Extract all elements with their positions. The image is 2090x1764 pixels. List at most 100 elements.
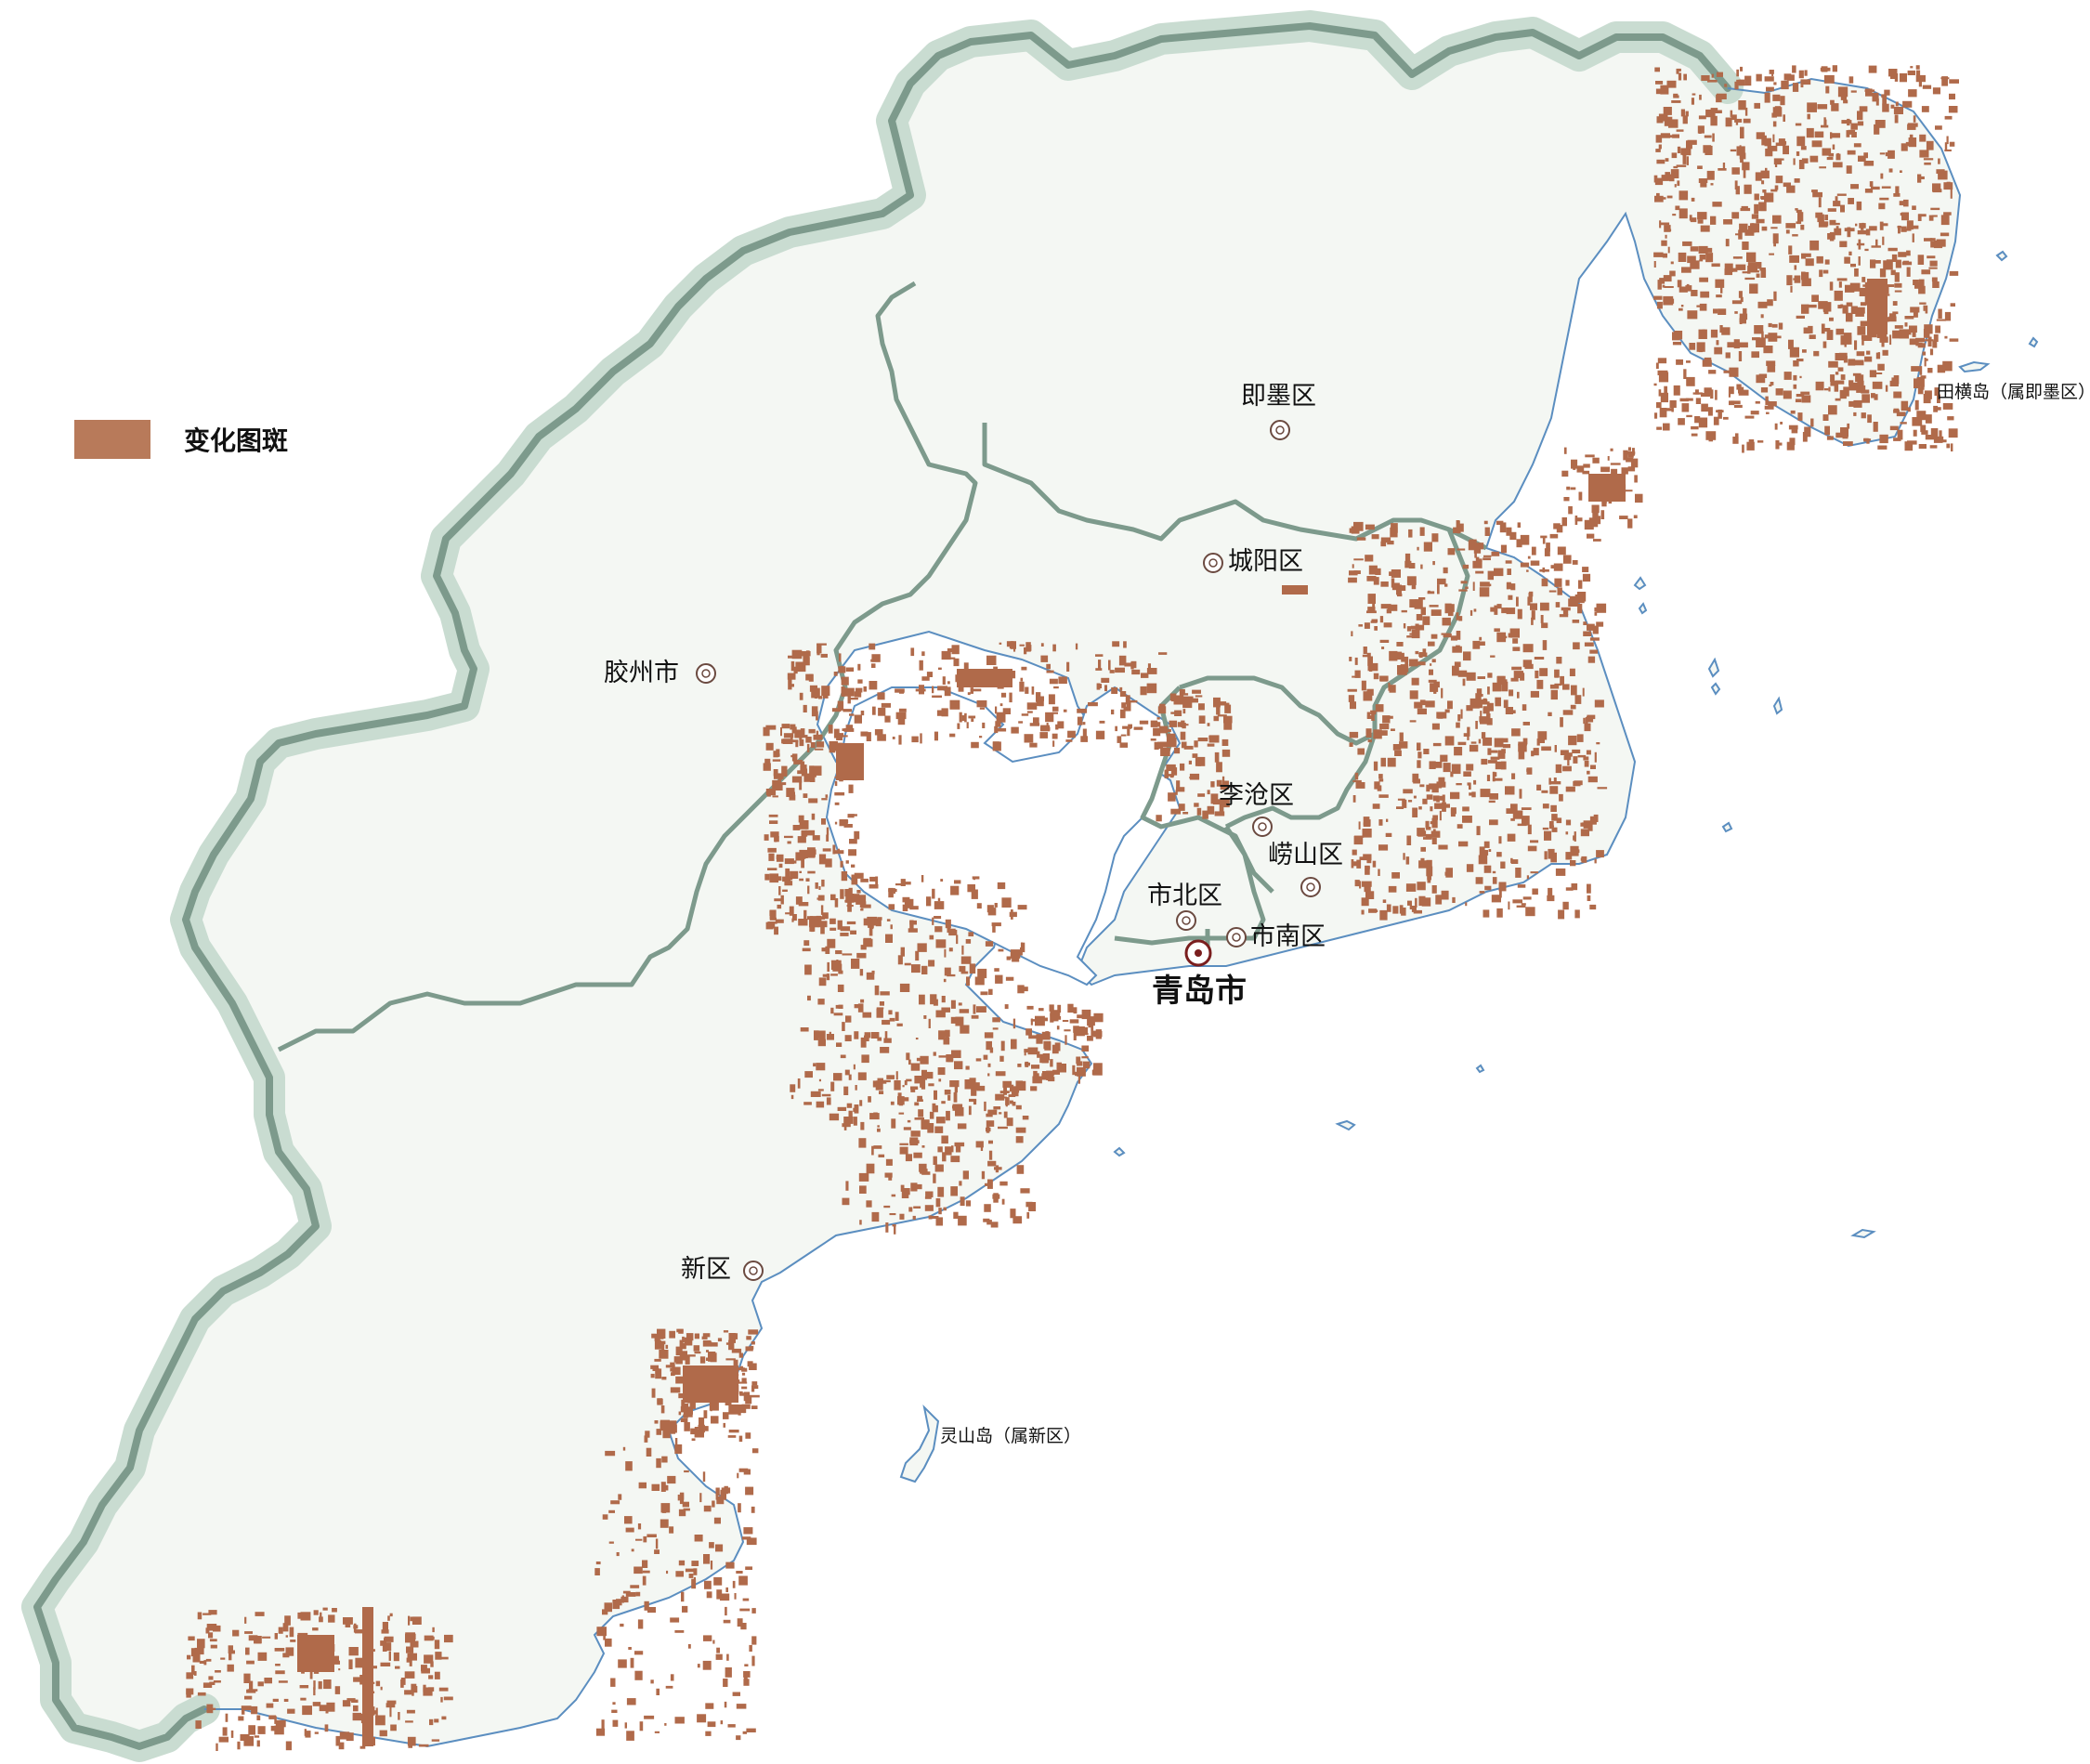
change-patch <box>853 814 857 817</box>
change-patch <box>424 1635 434 1641</box>
change-patch <box>1848 198 1854 204</box>
change-patch <box>838 653 842 662</box>
change-patch <box>1035 1015 1045 1026</box>
change-patch <box>1409 720 1417 723</box>
change-patch <box>385 1703 396 1708</box>
change-patch <box>1681 267 1692 273</box>
change-patch <box>745 1486 754 1496</box>
change-patch <box>1744 75 1752 86</box>
change-patch <box>728 1404 738 1415</box>
change-patch <box>1067 1003 1074 1013</box>
change-patch <box>1936 169 1945 174</box>
change-patch <box>642 1560 648 1568</box>
change-patch <box>1056 1067 1062 1070</box>
change-patch <box>1374 781 1380 790</box>
change-patch <box>1822 328 1831 332</box>
change-patch <box>749 1644 752 1652</box>
change-patch <box>1895 101 1899 107</box>
change-patch <box>1082 722 1086 725</box>
change-patch <box>1406 835 1412 845</box>
change-patch <box>664 1484 669 1491</box>
change-patch <box>1551 814 1558 821</box>
change-patch <box>1574 780 1583 786</box>
change-patch <box>1450 771 1454 777</box>
change-patch <box>380 1662 391 1666</box>
change-patch <box>1694 416 1701 424</box>
change-patch <box>882 1081 887 1084</box>
change-patch <box>1596 742 1600 745</box>
change-patch <box>1786 275 1793 286</box>
change-patch <box>1831 103 1839 111</box>
change-patch <box>1417 751 1422 759</box>
change-patch <box>1077 708 1088 713</box>
change-patch <box>1026 645 1032 651</box>
change-patch <box>186 1688 194 1695</box>
change-patch <box>1836 278 1848 281</box>
change-patch <box>897 955 903 965</box>
change-patch <box>873 1112 878 1117</box>
change-patch <box>903 1127 911 1130</box>
change-patch <box>723 1412 729 1419</box>
change-patch <box>713 1517 721 1524</box>
change-patch <box>1541 578 1548 587</box>
change-patch <box>1095 730 1105 739</box>
change-patch <box>1923 394 1931 404</box>
change-patch <box>1744 184 1752 194</box>
change-patch <box>829 740 838 749</box>
change-patch <box>669 1421 673 1430</box>
change-patch <box>675 1571 684 1577</box>
change-patch <box>1682 241 1692 246</box>
change-patch <box>1767 364 1776 372</box>
change-patch <box>625 1527 634 1533</box>
change-patch <box>1716 294 1722 298</box>
change-patch <box>1081 1056 1089 1059</box>
change-patch <box>1055 724 1059 730</box>
change-patch <box>1532 888 1538 895</box>
change-patch <box>1038 696 1044 701</box>
change-patch <box>1511 773 1516 779</box>
change-patch <box>1729 367 1739 377</box>
change-patch <box>963 662 969 672</box>
change-patch <box>1492 682 1502 692</box>
change-patch <box>1021 666 1027 671</box>
change-patch <box>1586 716 1594 723</box>
change-patch <box>1669 399 1677 408</box>
change-patch <box>854 1004 864 1009</box>
change-patch <box>711 1342 718 1347</box>
change-patch <box>313 1687 316 1696</box>
change-patch <box>1456 631 1461 640</box>
change-patch <box>1183 693 1189 696</box>
change-patch <box>1419 699 1426 706</box>
change-patch <box>1418 597 1426 600</box>
change-patch <box>803 657 810 666</box>
change-patch <box>845 667 855 672</box>
change-patch <box>840 933 849 936</box>
change-patch <box>697 1664 700 1668</box>
change-patch <box>1589 649 1598 654</box>
change-patch <box>720 1593 730 1601</box>
change-patch <box>1405 883 1417 892</box>
change-patch <box>1565 786 1575 792</box>
change-patch <box>942 676 946 685</box>
change-patch <box>1505 560 1512 564</box>
change-patch <box>1583 756 1589 761</box>
change-patch <box>1095 668 1103 671</box>
change-patch <box>411 1686 418 1693</box>
change-patch <box>1593 814 1599 822</box>
change-patch <box>826 1097 831 1105</box>
change-patch <box>1840 204 1845 213</box>
change-patch <box>1918 285 1926 294</box>
change-patch <box>1902 228 1912 231</box>
change-patch <box>810 927 814 933</box>
change-patch <box>773 769 778 777</box>
change-patch <box>1835 398 1841 401</box>
change-patch <box>1836 193 1847 196</box>
change-patch <box>1422 616 1430 625</box>
change-patch <box>774 898 782 902</box>
change-patch <box>932 695 942 699</box>
change-patch <box>1507 833 1516 842</box>
change-patch <box>1772 215 1782 224</box>
change-patch <box>751 1381 758 1386</box>
change-patch <box>866 732 871 741</box>
change-patch <box>1715 279 1725 288</box>
